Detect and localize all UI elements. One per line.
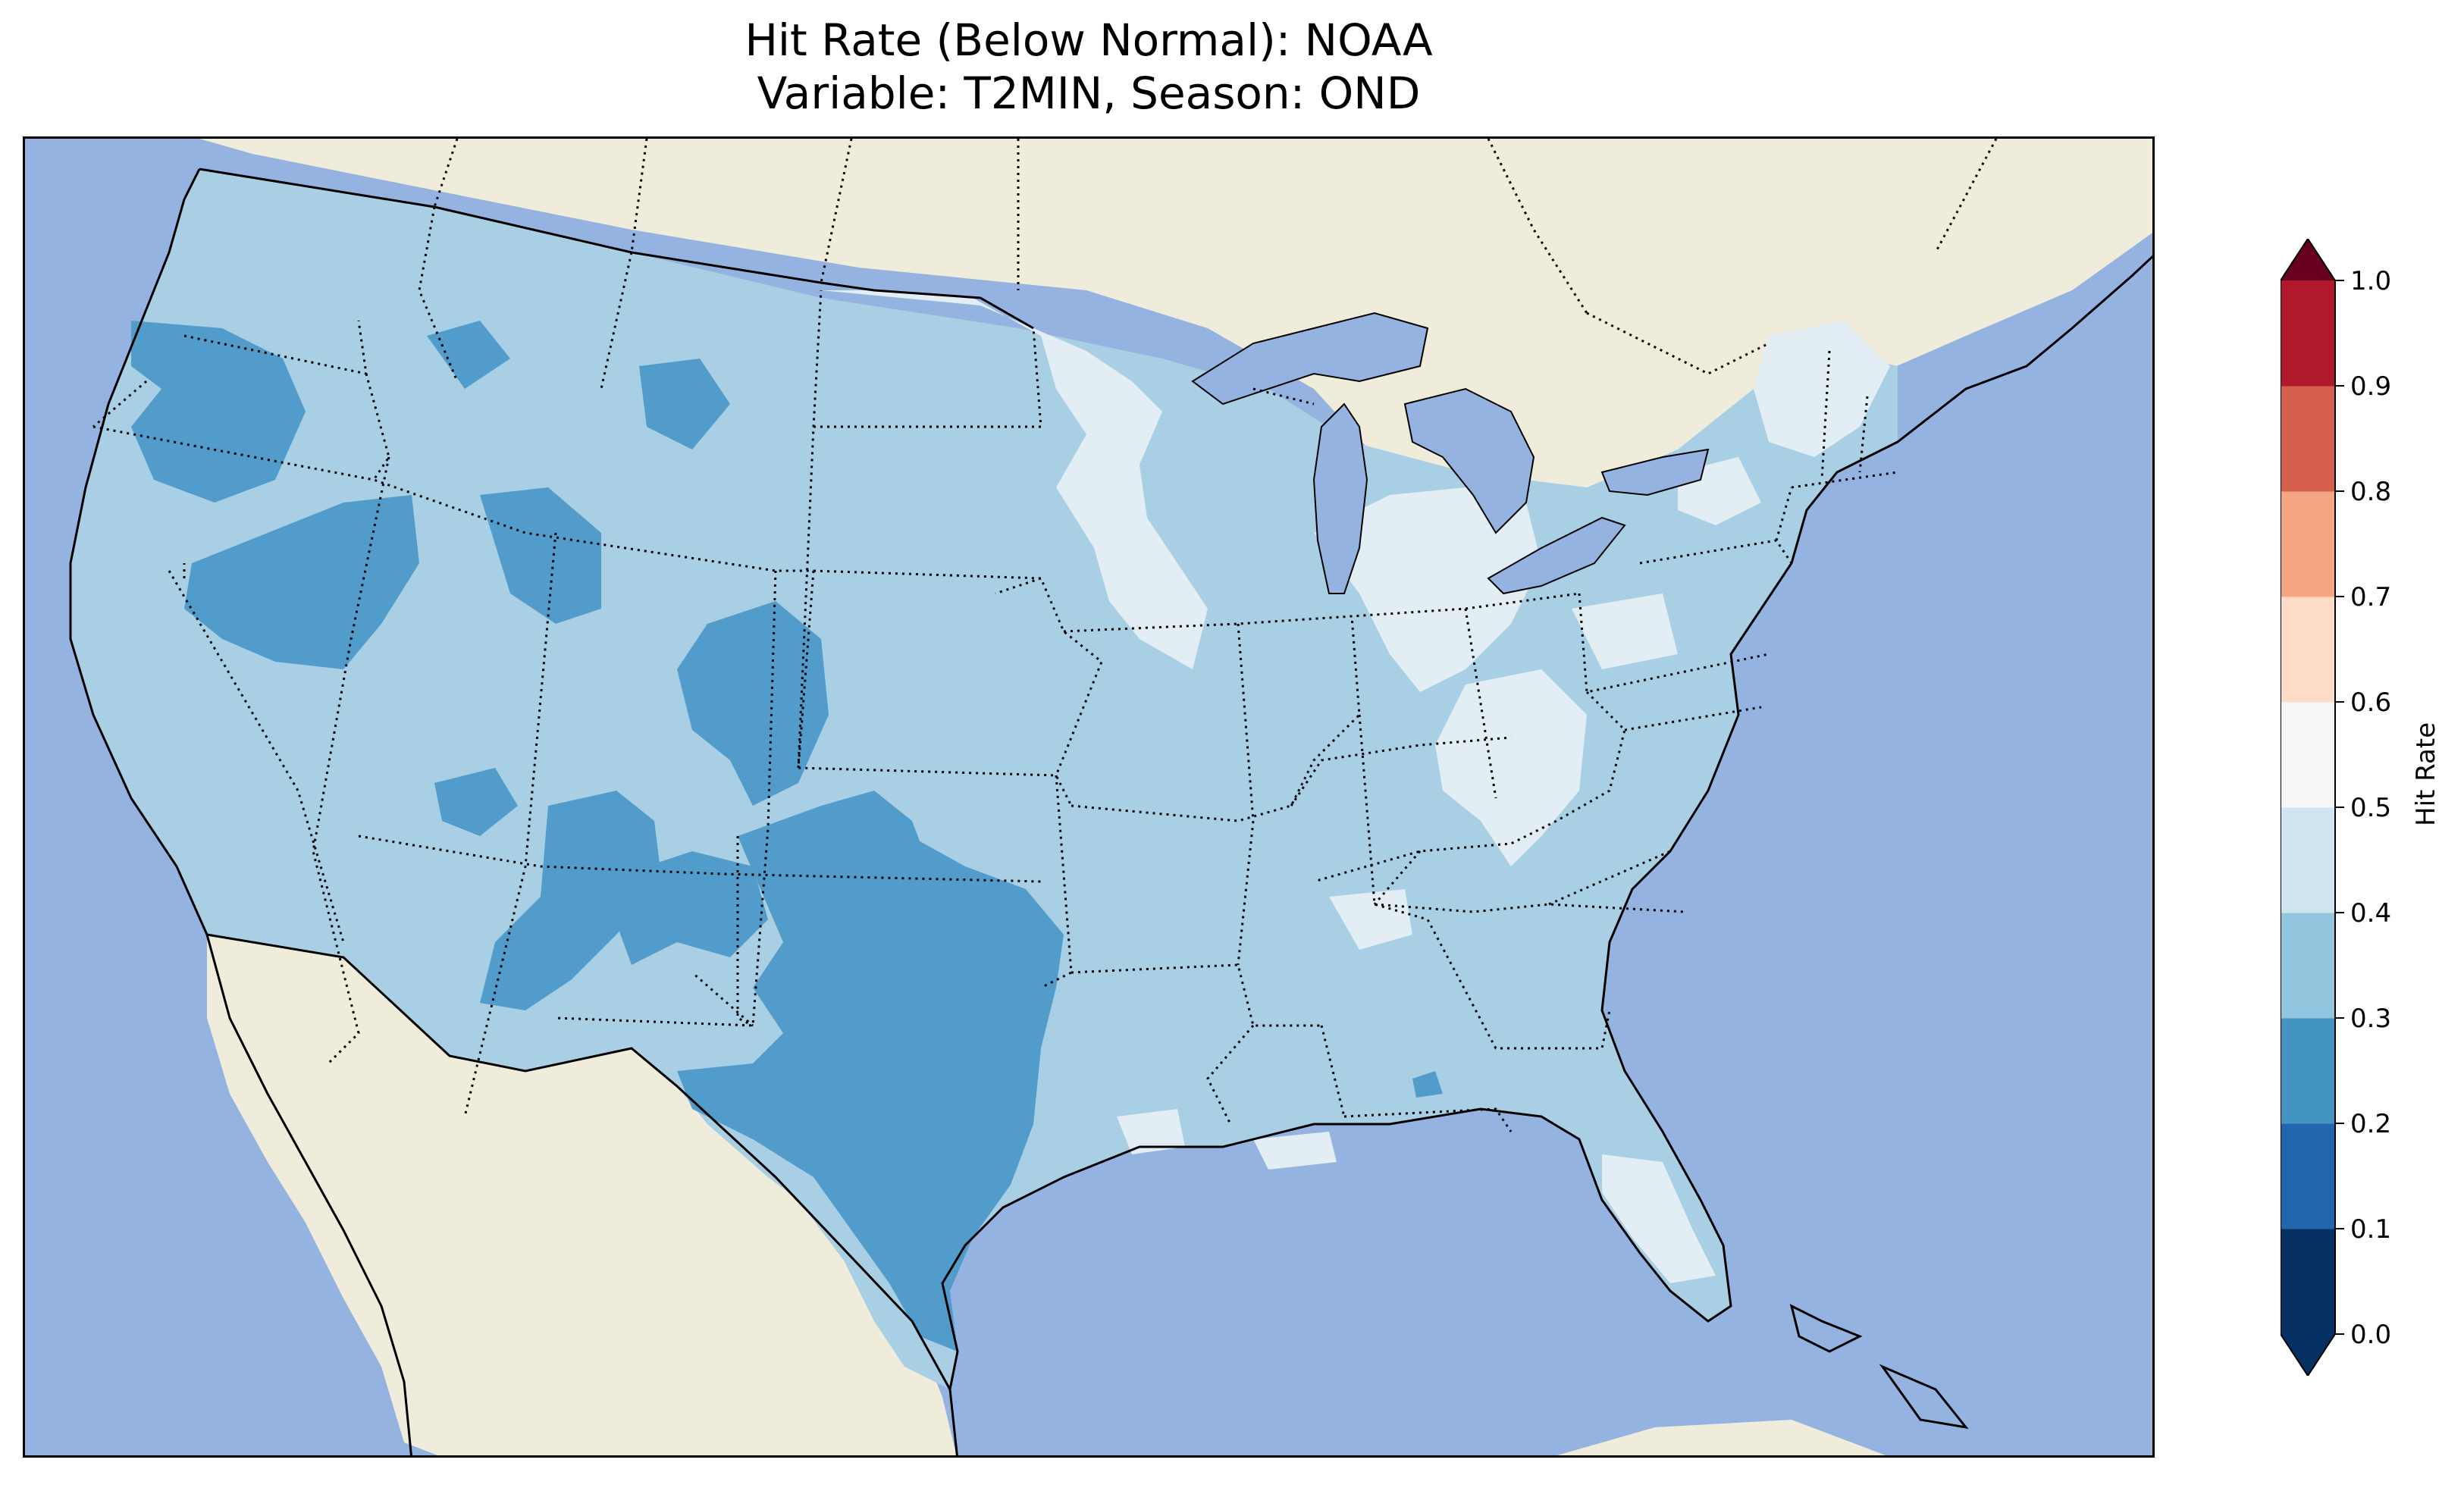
lake-huron: [1403, 387, 1535, 534]
colorbar-extend-max: [2281, 239, 2335, 280]
colorbar-extend-min: [2281, 1334, 2335, 1376]
canada-land: [199, 139, 2152, 533]
conus-region: [71, 169, 1898, 1389]
colorbar-swatch: [2281, 807, 2335, 913]
colorbar-swatch: [2281, 280, 2335, 387]
colorbar-tick-label: 0.4: [2350, 898, 2391, 929]
colorbar-swatch: [2281, 1123, 2335, 1229]
mexico-land: [207, 935, 957, 1455]
colorbar-tick-label: 0.0: [2350, 1320, 2391, 1350]
title-line-2: Variable: T2MIN, Season: OND: [757, 67, 1421, 119]
colorbar: 0.0 0.1 0.2 0.3 0.4 0.5 0.6 0.7 0.8 0.9 1.0: [2281, 239, 2391, 1376]
colorbar-label: Hit Rate: [2411, 722, 2441, 826]
map-svg: [69, 139, 2152, 1455]
mexico-east: [1556, 1420, 1886, 1455]
colorbar-ticks: 0.0 0.1 0.2 0.3 0.4 0.5 0.6 0.7 0.8 0.9 1.0: [2335, 266, 2391, 1350]
lake-michigan: [1312, 402, 1368, 594]
colorbar-swatch: [2281, 702, 2335, 808]
colorbar-tick-label: 0.6: [2350, 687, 2391, 718]
title-line-1: Hit Rate (Below Normal): NOAA: [745, 14, 1433, 66]
colorbar-swatch: [2281, 913, 2335, 1019]
colorbar-tick-label: 0.9: [2350, 371, 2391, 402]
colorbar-swatch: [2281, 1229, 2335, 1335]
high-hit-patches: [821, 290, 1890, 1283]
great-lakes: [1191, 312, 1710, 595]
colorbar-tick-label: 0.7: [2350, 582, 2391, 612]
colorbar-tick-label: 0.8: [2350, 477, 2391, 507]
province-borders: [433, 139, 1998, 375]
lake-ontario: [1600, 448, 1710, 496]
coastlines: [69, 168, 2152, 1455]
state-borders: [92, 206, 1898, 1132]
lake-erie: [1487, 516, 1626, 595]
colorbar-swatch: [2281, 491, 2335, 597]
colorbar-tick-label: 0.1: [2350, 1214, 2391, 1245]
colorbar-tick-label: 0.5: [2350, 793, 2391, 823]
low-hit-patches: [131, 321, 1443, 1351]
colorbar-swatch: [2281, 1018, 2335, 1124]
chart-title: Hit Rate (Below Normal): NOAA Variable: …: [23, 14, 2155, 120]
colorbar-swatch: [2281, 597, 2335, 703]
lake-superior: [1191, 312, 1429, 406]
colorbar-tick-label: 0.2: [2350, 1109, 2391, 1139]
colorbar-tick-label: 0.3: [2350, 1004, 2391, 1034]
colorbar-swatch: [2281, 386, 2335, 492]
colorbar-swatches: [2281, 239, 2336, 1376]
map-panel: [23, 136, 2155, 1458]
colorbar-tick-label: 1.0: [2350, 266, 2391, 296]
